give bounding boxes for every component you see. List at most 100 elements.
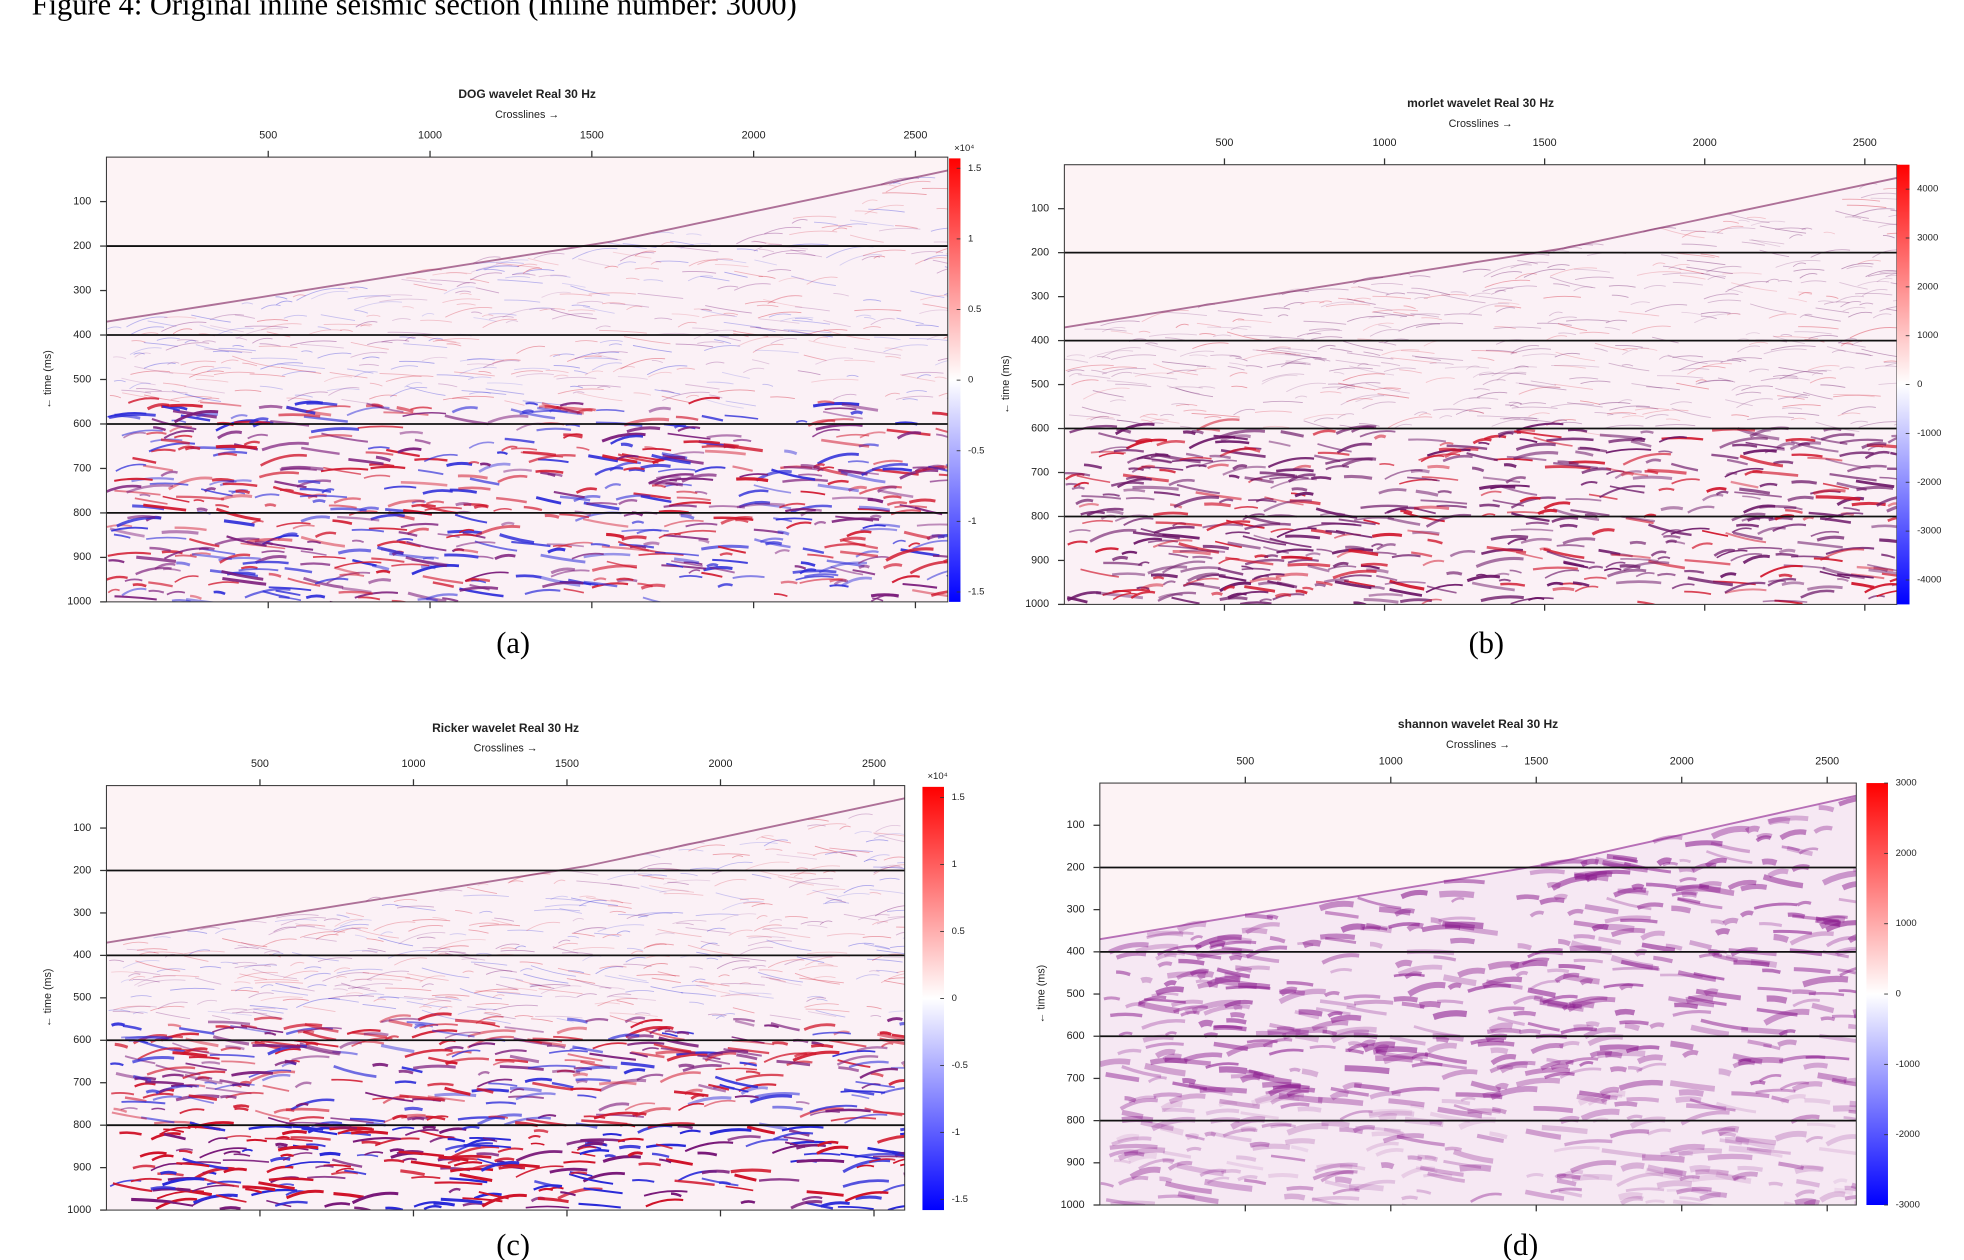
reflector — [1871, 524, 1897, 529]
reflector — [1479, 503, 1500, 508]
reflector — [627, 1151, 644, 1158]
reflector — [1883, 361, 1897, 364]
reflector — [1262, 1081, 1301, 1089]
reflector — [745, 1138, 789, 1148]
reflector — [1810, 530, 1840, 538]
reflector — [499, 1065, 544, 1071]
reflector — [1180, 566, 1221, 573]
reflector — [553, 374, 569, 378]
reflector — [1296, 332, 1322, 338]
reflector — [1125, 438, 1168, 450]
reflector — [511, 273, 536, 276]
reflector — [1222, 465, 1266, 476]
reflector — [804, 1003, 839, 1008]
reflector — [1455, 407, 1492, 415]
reflector — [1605, 319, 1628, 324]
reflector — [396, 905, 435, 909]
reflector — [383, 411, 429, 416]
reflector — [1614, 1101, 1638, 1108]
reflector — [1833, 394, 1881, 398]
y-tick-label: 200 — [1067, 861, 1085, 873]
reflector — [914, 257, 947, 265]
reflector — [322, 972, 370, 982]
reflector — [1542, 994, 1578, 1005]
reflector — [1478, 484, 1516, 491]
reflector — [812, 851, 838, 856]
reflector — [1320, 301, 1355, 308]
reflector — [671, 984, 709, 989]
reflector — [1547, 264, 1570, 269]
reflector — [1311, 1197, 1353, 1206]
reflector — [635, 1012, 651, 1015]
reflector — [1286, 1185, 1314, 1191]
reflector — [1631, 883, 1645, 891]
reflector — [370, 513, 405, 521]
y-tick-label: 100 — [73, 822, 91, 834]
reflector — [617, 261, 637, 266]
reflector — [1160, 413, 1175, 417]
reflector — [1411, 1062, 1443, 1068]
reflector — [161, 1073, 184, 1078]
reflector — [789, 230, 838, 236]
reflector — [362, 1040, 385, 1045]
reflector — [1331, 1026, 1377, 1038]
reflector — [212, 1026, 248, 1033]
reflector — [107, 326, 122, 330]
reflector — [369, 394, 397, 400]
reflector — [911, 251, 944, 255]
reflector — [135, 566, 172, 576]
reflector — [1553, 1146, 1600, 1153]
reflector — [867, 958, 903, 963]
reflector — [1342, 1082, 1363, 1091]
reflector — [604, 483, 622, 490]
reflector — [232, 345, 244, 348]
reflector — [1718, 1068, 1732, 1077]
reflector — [1865, 365, 1897, 370]
reflector — [705, 305, 752, 314]
seismic-image — [1099, 783, 1857, 1206]
reflector — [1865, 269, 1897, 278]
reflector — [1166, 971, 1206, 979]
x-tick-label: 2500 — [1853, 137, 1877, 149]
reflector — [193, 499, 205, 503]
reflector — [1764, 448, 1785, 454]
reflector — [1215, 440, 1250, 445]
reflector — [861, 199, 878, 205]
reflector — [475, 265, 520, 272]
reflector — [1711, 453, 1739, 460]
reflector — [1319, 933, 1356, 940]
reflector — [180, 360, 216, 366]
y-tick-label: 200 — [1031, 247, 1049, 259]
reflector — [1343, 474, 1373, 480]
reflector — [189, 370, 224, 378]
reflector — [159, 1126, 191, 1136]
reflector — [680, 513, 695, 520]
reflector — [1471, 350, 1517, 354]
reflector — [1075, 498, 1094, 506]
reflector — [328, 504, 357, 509]
colorbar-tick-label: -3000 — [1917, 526, 1941, 537]
reflector — [870, 593, 899, 602]
reflector — [1505, 476, 1527, 484]
reflector — [1404, 971, 1423, 980]
reflector — [515, 1150, 563, 1162]
reflector — [626, 947, 643, 951]
reflector — [454, 548, 479, 554]
reflector — [902, 398, 918, 401]
reflector — [1179, 350, 1215, 357]
reflector — [1415, 1166, 1438, 1174]
reflector — [579, 1149, 610, 1156]
reflector — [111, 1111, 147, 1120]
reflector — [843, 913, 880, 921]
reflector — [1672, 1199, 1719, 1206]
reflector — [800, 490, 826, 496]
reflector — [879, 877, 900, 881]
reflector — [1776, 442, 1796, 450]
reflector — [1856, 565, 1894, 572]
reflector — [841, 402, 879, 412]
reflector — [527, 1064, 576, 1069]
reflector — [1518, 382, 1567, 391]
reflector — [1337, 382, 1381, 390]
reflector — [199, 1147, 247, 1159]
reflector — [1668, 263, 1690, 270]
